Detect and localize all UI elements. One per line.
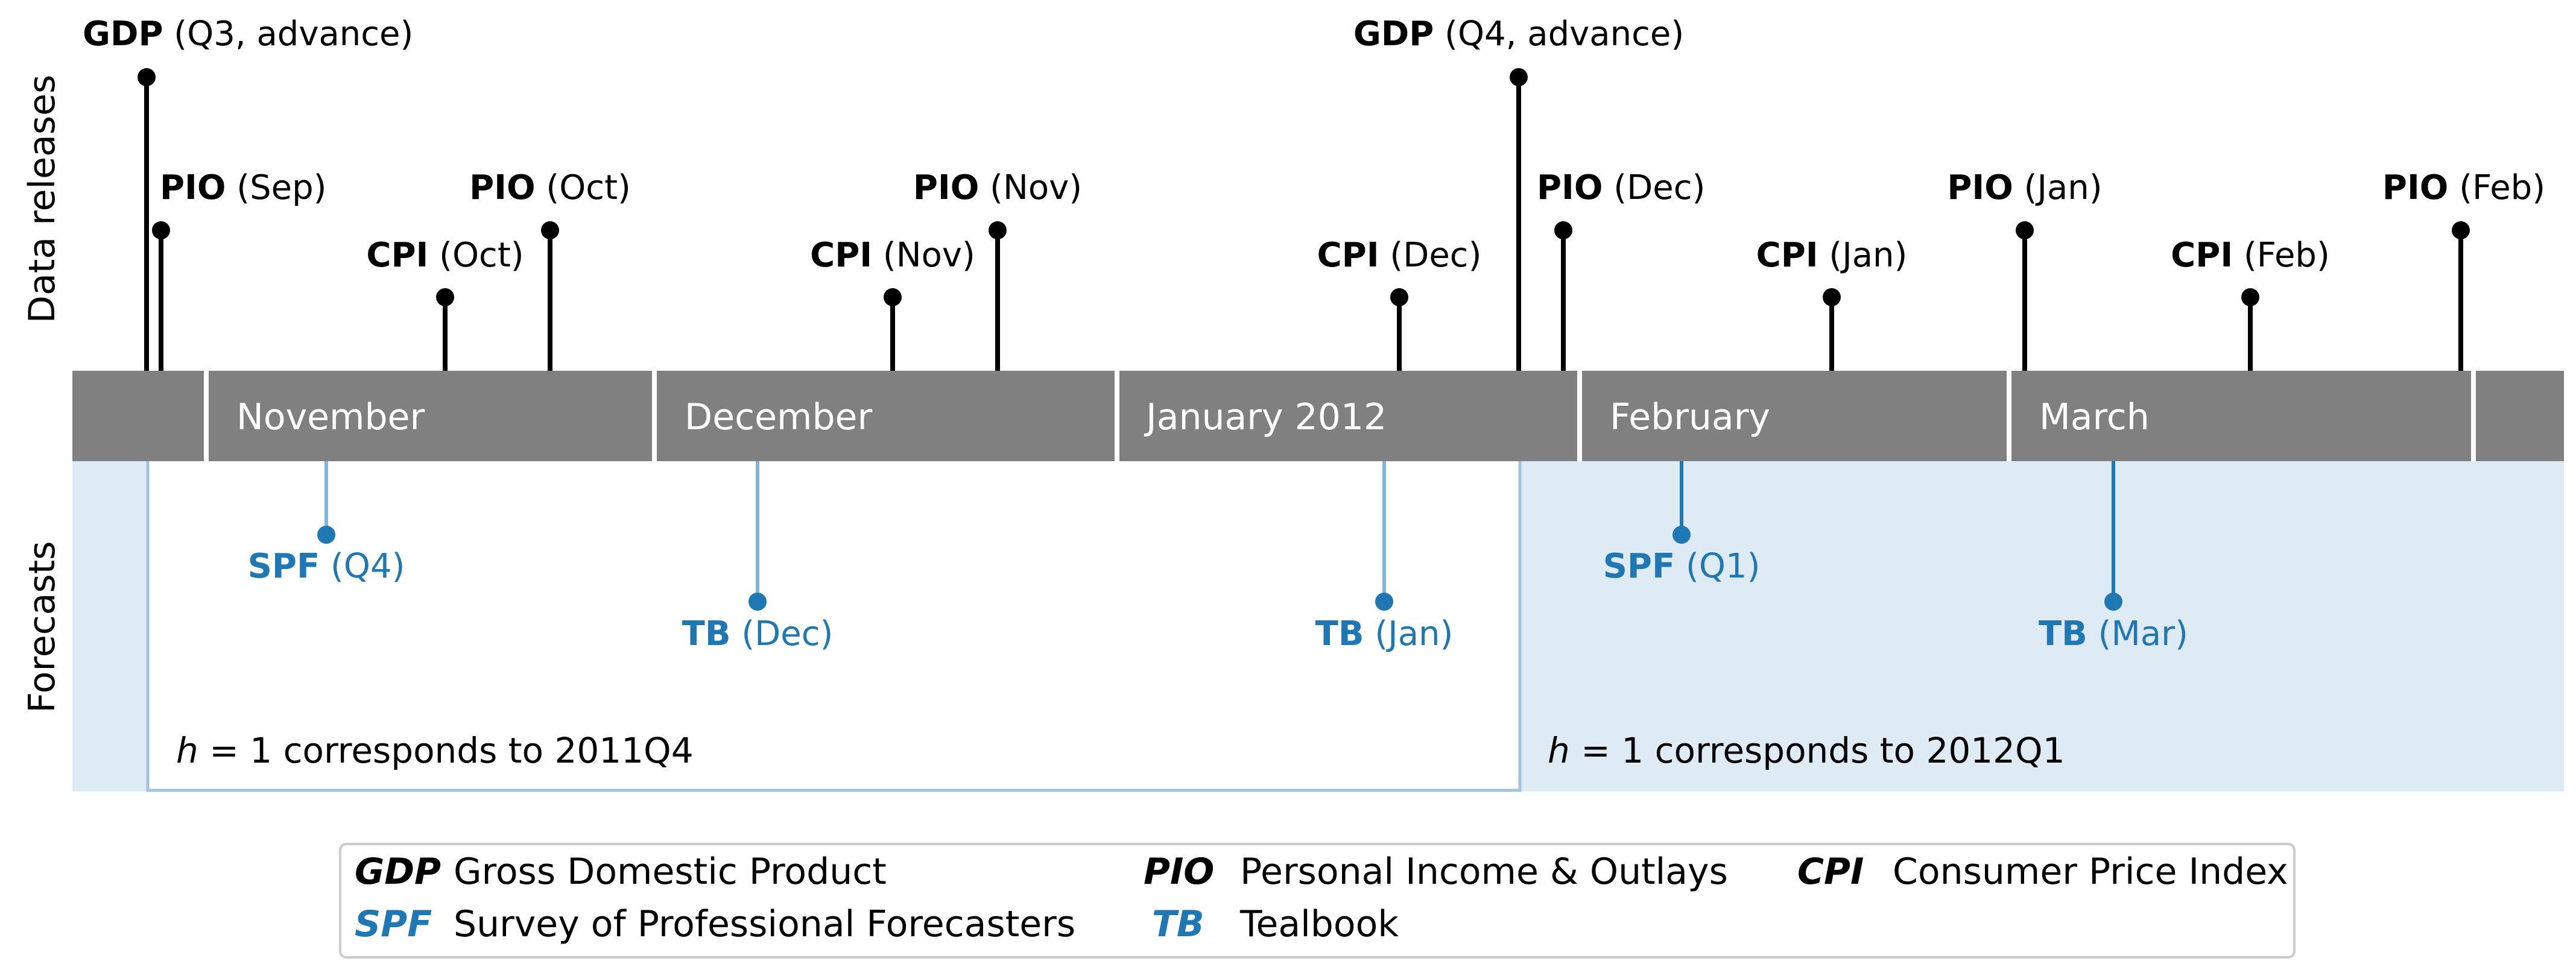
legend-text-tb: Tealbook [1239, 903, 1399, 945]
release-marker [2241, 288, 2259, 306]
month-segment-february [1582, 371, 2007, 461]
month-segment [2476, 371, 2564, 461]
release-marker [1554, 221, 1572, 239]
release-marker [436, 288, 454, 306]
month-label-march: March [2039, 396, 2150, 438]
legend-abbr-gdp: GDP [355, 851, 441, 893]
forecast-labels: SPF (Q4) TB (Dec) TB (Jan) SPF (Q1) TB (… [248, 547, 2188, 653]
release-marker [1390, 288, 1408, 306]
release-label: PIO (Feb) [2382, 168, 2545, 207]
month-segment-december [657, 371, 1115, 461]
legend-abbr-cpi: CPI [1797, 851, 1864, 893]
forecast-marker [2104, 593, 2122, 611]
forecast-label: TB (Jan) [1315, 614, 1454, 653]
data-release-markers [138, 68, 2470, 306]
forecast-label: SPF (Q4) [248, 547, 405, 586]
forecast-marker [317, 526, 335, 544]
forecast-window-outline [146, 461, 1522, 792]
release-label: GDP (Q3, advance) [83, 14, 413, 54]
forecast-shade-left [72, 461, 148, 792]
month-segment-november [209, 371, 652, 461]
release-label: PIO (Sep) [160, 168, 327, 207]
month-bar: November December January 2012 February … [72, 371, 2564, 461]
legend-text-pio: Personal Income & Outlays [1240, 851, 1728, 893]
release-marker [138, 68, 156, 86]
forecast-window-2011q4 [148, 461, 1520, 792]
data-release-labels: GDP (Q3, advance) PIO (Sep) CPI (Oct) PI… [83, 14, 2545, 275]
month-segment [72, 371, 204, 461]
release-label: PIO (Nov) [913, 168, 1082, 207]
release-marker [541, 221, 559, 239]
horizon-note-2011q4: h = 1 corresponds to 2011Q4 [176, 730, 694, 771]
release-marker [152, 221, 170, 239]
release-label: PIO (Dec) [1537, 168, 1705, 207]
release-label: PIO (Jan) [1947, 168, 2102, 207]
legend-text-cpi: Consumer Price Index [1893, 851, 2288, 893]
release-label: CPI (Nov) [810, 236, 975, 275]
data-release-stems [144, 77, 2463, 371]
release-label: CPI (Dec) [1317, 236, 1482, 275]
release-marker [989, 221, 1007, 239]
horizon-note-2012q1: h = 1 corresponds to 2012Q1 [1548, 730, 2065, 771]
month-label-january: January 2012 [1144, 396, 1387, 438]
forecast-marker [1375, 593, 1393, 611]
month-segment-january [1119, 371, 1577, 461]
forecast-stems [324, 461, 2115, 602]
release-label: PIO (Oct) [469, 168, 631, 207]
forecast-label: TB (Mar) [2039, 614, 2188, 653]
forecast-marker [748, 593, 767, 611]
forecast-markers [317, 526, 2122, 611]
release-marker [2452, 221, 2470, 239]
month-label-february: February [1610, 396, 1770, 438]
forecast-label: TB (Dec) [682, 614, 834, 653]
month-segment-march [2011, 371, 2471, 461]
release-label: GDP (Q4, advance) [1353, 14, 1684, 54]
legend: GDP Gross Domestic Product PIO Personal … [339, 843, 2296, 959]
month-label-november: November [236, 396, 425, 438]
axis-label-data-releases: Data releases [21, 75, 63, 323]
release-marker [2016, 221, 2034, 239]
release-label: CPI (Feb) [2171, 236, 2330, 275]
legend-box [339, 843, 2296, 959]
release-marker [1823, 288, 1841, 306]
legend-abbr-pio: PIO [1144, 851, 1214, 893]
legend-text-gdp: Gross Domestic Product [454, 851, 887, 893]
legend-abbr-spf: SPF [355, 903, 432, 945]
forecast-shade-right [1520, 461, 2564, 792]
release-label: CPI (Jan) [1756, 236, 1908, 275]
legend-text-spf: Survey of Professional Forecasters [454, 903, 1075, 945]
month-label-december: December [685, 396, 872, 438]
legend-abbr-tb: TB [1152, 903, 1204, 945]
release-label: CPI (Oct) [366, 236, 524, 275]
release-marker [884, 288, 902, 306]
release-marker [1510, 68, 1528, 86]
axis-label-forecasts: Forecasts [21, 541, 63, 713]
forecast-marker [1673, 526, 1691, 544]
forecast-label: SPF (Q1) [1603, 547, 1761, 586]
